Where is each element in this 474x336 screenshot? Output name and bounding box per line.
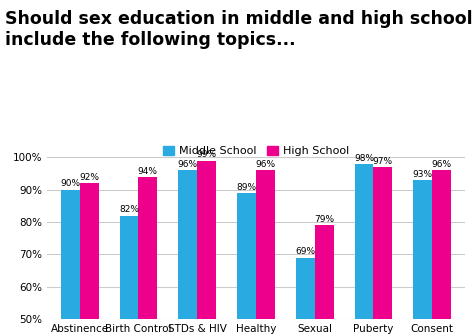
Text: 93%: 93%	[413, 170, 433, 179]
Text: 90%: 90%	[60, 179, 81, 188]
Legend: Middle School, High School: Middle School, High School	[158, 142, 354, 161]
Bar	[374, 167, 392, 336]
Text: 96%: 96%	[255, 160, 275, 169]
Text: 96%: 96%	[431, 160, 452, 169]
Text: 97%: 97%	[373, 157, 393, 166]
Bar	[237, 193, 256, 336]
Text: 98%: 98%	[354, 154, 374, 163]
Text: 96%: 96%	[178, 160, 198, 169]
Text: Should sex education in middle and high school
include the following topics...: Should sex education in middle and high …	[5, 10, 473, 49]
Text: 89%: 89%	[237, 183, 256, 192]
Text: 99%: 99%	[197, 151, 217, 159]
Bar	[178, 170, 197, 336]
Bar	[315, 225, 334, 336]
Text: 94%: 94%	[138, 167, 158, 175]
Bar	[197, 161, 216, 336]
Bar	[413, 180, 432, 336]
Bar	[61, 190, 80, 336]
Text: 92%: 92%	[79, 173, 99, 182]
Bar	[138, 177, 157, 336]
Bar	[296, 258, 315, 336]
Bar	[355, 164, 374, 336]
Text: 69%: 69%	[295, 247, 315, 256]
Text: 82%: 82%	[119, 205, 139, 214]
Bar	[256, 170, 275, 336]
Bar	[80, 183, 99, 336]
Text: 79%: 79%	[314, 215, 334, 224]
Bar	[119, 216, 138, 336]
Bar	[432, 170, 451, 336]
